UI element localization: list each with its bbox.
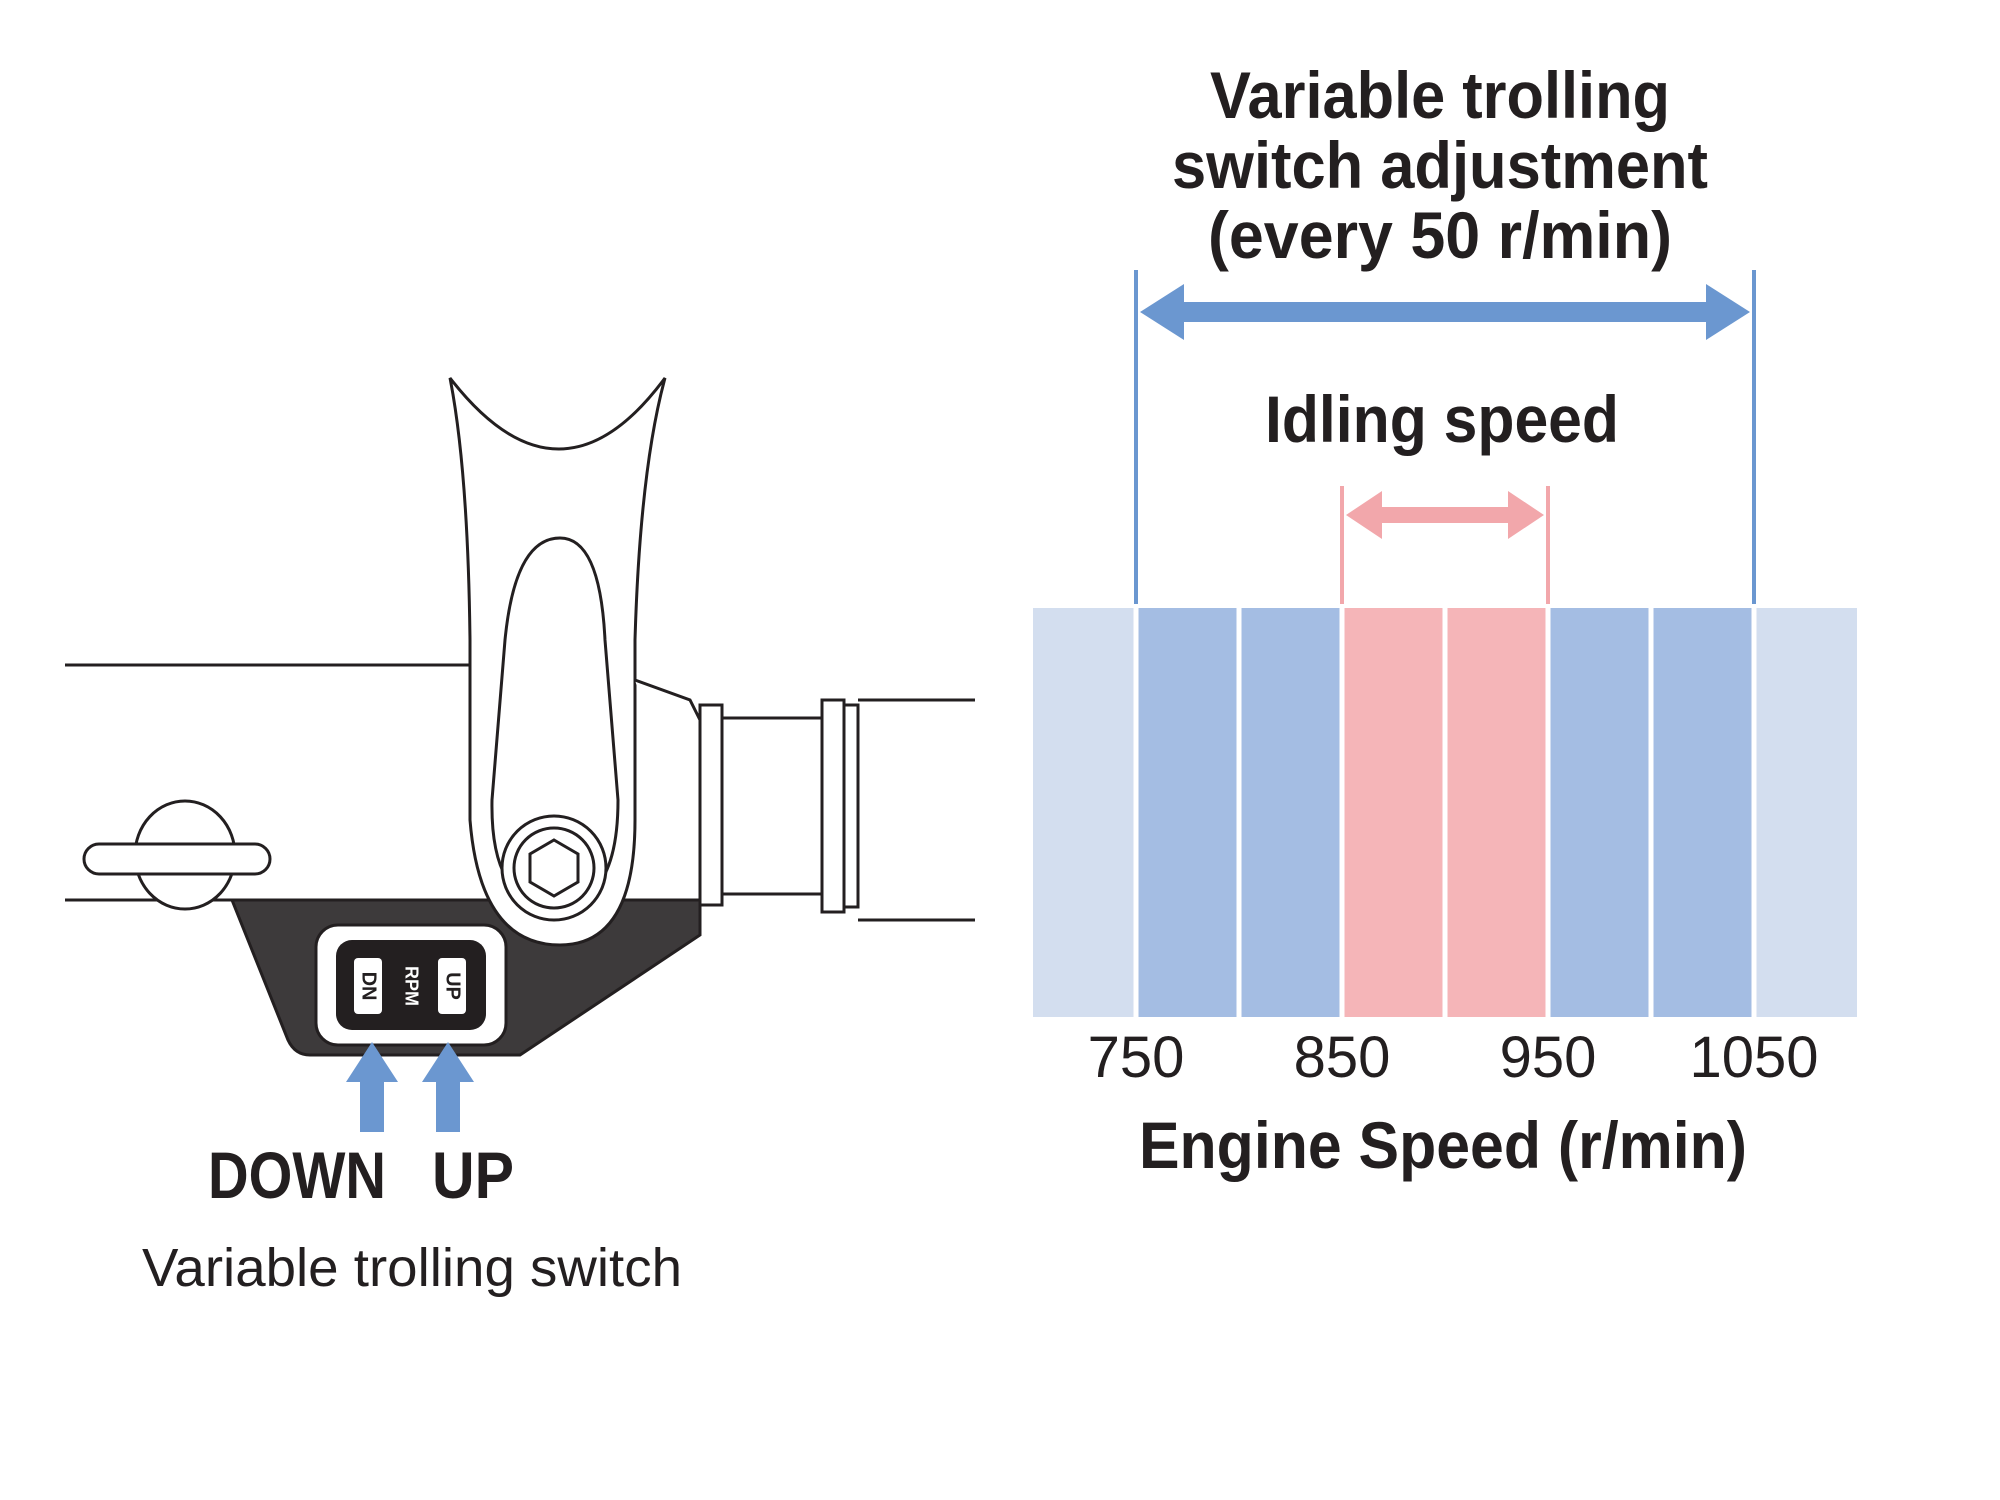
tick-label-750: 750	[1088, 1025, 1185, 1090]
pivot-bolt-hex	[528, 838, 580, 898]
speed-band-900-950	[1447, 608, 1546, 1017]
adjustment-title-line3: (every 50 r/min)	[1208, 198, 1672, 272]
down-label: DOWN	[208, 1138, 386, 1212]
idling-arrow-right-head	[1508, 491, 1544, 539]
speed-band-1050-1100	[1756, 608, 1857, 1017]
shaft-tube	[858, 698, 975, 922]
speed-band-700-750	[1033, 608, 1134, 1017]
idling-arrow-shaft	[1380, 507, 1510, 523]
tick-label-1050: 1050	[1689, 1025, 1818, 1090]
adjustment-arrow-right-head	[1706, 284, 1750, 340]
up-button[interactable]	[438, 958, 466, 1014]
tick-label-950: 950	[1500, 1025, 1597, 1090]
speed-band-800-850	[1241, 608, 1340, 1017]
idling-range-indicator	[1340, 486, 1550, 604]
adjustment-title-line2: switch adjustment	[1172, 128, 1708, 202]
rpm-label: RPM	[401, 966, 421, 1006]
speed-bands	[1033, 608, 1857, 1017]
adjustment-range-indicator	[1134, 270, 1756, 604]
shaft-collar	[634, 678, 702, 900]
shaft-segment	[720, 716, 824, 896]
shaft-ring-1	[698, 703, 724, 907]
up-button-label: UP	[442, 972, 464, 1000]
down-arrow-icon	[346, 1042, 398, 1132]
up-arrow-icon	[422, 1042, 474, 1132]
shaft-ring-3	[842, 703, 860, 909]
lanyard-bar	[82, 842, 272, 876]
lever-arm	[448, 377, 667, 947]
engine-speed-chart: Variable trolling switch adjustment (eve…	[1033, 58, 1857, 1182]
x-axis-label: Engine Speed (r/min)	[1139, 1108, 1747, 1182]
button-arrows	[346, 1042, 474, 1132]
dn-button-label: DN	[358, 972, 380, 1001]
adjustment-title-line1: Variable trolling	[1210, 58, 1670, 132]
speed-band-950-1000	[1550, 608, 1649, 1017]
speed-band-1000-1050	[1653, 608, 1752, 1017]
up-label: UP	[432, 1138, 514, 1212]
speed-tick-labels: 750 850 950 1050	[1088, 1025, 1819, 1090]
trolling-switch: DN RPM UP	[314, 923, 508, 1047]
idling-arrow-left-head	[1346, 491, 1382, 539]
switch-caption: Variable trolling switch	[142, 1238, 682, 1298]
idling-title: Idling speed	[1265, 382, 1619, 456]
control-handle-illustration	[65, 377, 975, 1057]
speed-band-750-800	[1138, 608, 1237, 1017]
shaft-ring-2	[820, 698, 846, 914]
adjustment-arrow-shaft	[1182, 302, 1708, 322]
tick-label-850: 850	[1294, 1025, 1391, 1090]
speed-band-850-900	[1344, 608, 1443, 1017]
dn-button[interactable]	[354, 958, 382, 1014]
adjustment-arrow-left-head	[1140, 284, 1184, 340]
